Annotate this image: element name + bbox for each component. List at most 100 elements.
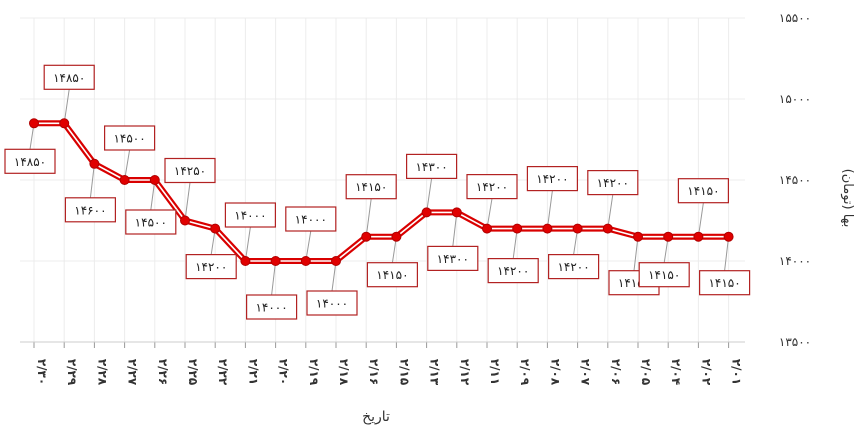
data-label: ۱۴۵۰۰ <box>113 132 145 146</box>
data-label-box <box>587 170 639 196</box>
x-tick-label: ۲/۲۸ <box>95 359 109 386</box>
data-point[interactable] <box>149 175 160 185</box>
data-point[interactable] <box>512 223 523 234</box>
data-point[interactable] <box>723 231 734 242</box>
leader-line <box>546 190 553 229</box>
data-label: ۱۴۰۰۰ <box>234 209 266 223</box>
y-tick-label: ۱۴۰۰۰ <box>779 254 811 268</box>
data-point[interactable] <box>391 231 402 242</box>
x-tick-label: ۲/۰۵ <box>639 359 653 385</box>
series-line-highlight <box>34 122 729 262</box>
data-label-box <box>406 153 458 179</box>
data-label-box <box>164 157 216 184</box>
data-label-box <box>677 178 730 204</box>
leader-line <box>607 194 614 229</box>
leader-line <box>512 228 518 259</box>
data-point[interactable] <box>210 223 221 234</box>
data-labels: ۱۴۸۵۰ ۱۴۸۵۰ ۱۴۶۰۰ ۱۴۵۰۰ ۱۴۵۰۰ ۱۴۲۵۰ ۱۴۲۰۰ ۱۴۰۰۰… <box>4 64 751 320</box>
data-point[interactable] <box>421 207 432 218</box>
data-label: ۱۴۳۰۰ <box>415 160 447 174</box>
data-label-box <box>547 254 600 280</box>
leader-line <box>184 182 191 221</box>
x-tick-label: ۲/۰۸ <box>548 359 562 386</box>
data-point[interactable] <box>119 175 130 185</box>
data-point[interactable] <box>240 256 251 266</box>
data-point[interactable] <box>572 223 583 234</box>
x-tick-label: ۲/۳۰ <box>35 359 49 385</box>
x-tick-label: ۲/۱۱ <box>488 359 502 385</box>
x-tick-label: ۲/۲۰ <box>277 359 291 385</box>
data-label: ۱۴۸۵۰ <box>53 71 85 85</box>
data-point[interactable] <box>270 256 281 266</box>
data-label: ۱۴۲۰۰ <box>195 260 227 274</box>
leader-line <box>365 198 372 237</box>
x-tick-label: ۲/۲۲ <box>216 359 230 386</box>
data-point[interactable] <box>180 215 190 226</box>
data-label: ۱۴۲۰۰ <box>497 264 529 278</box>
leader-line <box>724 236 730 271</box>
data-label: ۱۴۱۵۰ <box>648 268 680 282</box>
data-label-box <box>4 148 56 174</box>
x-tick-label: ۲/۰۹ <box>518 359 532 386</box>
data-label: ۱۴۶۰۰ <box>74 203 106 217</box>
leader-line <box>124 149 131 181</box>
data-label: ۱۴۰۰۰ <box>316 297 348 311</box>
leader-line <box>63 89 70 124</box>
x-tick-label: ۲/۱۹ <box>307 359 321 386</box>
data-label-box <box>698 270 751 296</box>
data-label: ۱۴۱۵۰ <box>687 184 719 198</box>
leader-line <box>426 178 433 213</box>
leader-line <box>89 163 95 198</box>
data-point[interactable] <box>482 223 492 234</box>
y-tick-label: ۱۳۵۰۰ <box>779 335 811 349</box>
x-tick-label: ۲/۱۲ <box>458 359 472 386</box>
data-point[interactable] <box>633 231 643 242</box>
data-label-box <box>64 197 117 223</box>
data-label-box <box>487 258 539 284</box>
data-point[interactable] <box>451 207 462 218</box>
data-label: ۱۴۸۵۰ <box>14 155 46 169</box>
leader-line <box>331 260 337 292</box>
x-tick-label: ۲/۱۳ <box>428 359 442 386</box>
price-series <box>34 120 729 264</box>
data-point[interactable] <box>29 118 39 129</box>
x-tick-label: ۲/۲۱ <box>246 359 260 385</box>
data-label: ۱۴۱۵۰ <box>708 276 740 290</box>
x-tick-label: ۲/۲۵ <box>186 359 200 385</box>
leader-line <box>271 260 277 296</box>
x-tick-label: ۲/۰۱ <box>730 359 744 385</box>
data-label: ۱۴۰۰۰ <box>295 213 327 227</box>
x-tick-label: ۲/۲۹ <box>65 359 79 386</box>
data-point[interactable] <box>663 231 674 242</box>
data-label-box <box>246 294 298 320</box>
data-point[interactable] <box>331 256 341 266</box>
leader-line <box>486 198 493 229</box>
leader-line <box>633 236 639 271</box>
leader-line <box>305 230 312 262</box>
data-label: ۱۴۲۰۰ <box>476 180 508 194</box>
data-label: ۱۴۳۰۰ <box>437 252 469 266</box>
data-label-box <box>125 209 177 235</box>
data-label-box <box>285 206 337 232</box>
data-point[interactable] <box>300 256 311 266</box>
x-tick-label: ۲/۰۷ <box>579 359 593 386</box>
data-label-box <box>306 290 358 316</box>
data-point[interactable] <box>542 223 553 234</box>
y-tick-label: ۱۵۰۰۰ <box>779 92 811 106</box>
y-axis-title: بها (تومان) <box>840 169 855 228</box>
data-label-box <box>185 254 237 280</box>
x-tick-label: ۲/۲۶ <box>156 359 170 385</box>
data-label: ۱۴۲۰۰ <box>557 260 589 274</box>
data-point[interactable] <box>361 231 372 242</box>
data-label-box <box>466 174 518 200</box>
data-point[interactable] <box>89 158 100 169</box>
data-point[interactable] <box>693 231 704 242</box>
y-axis: ۱۵۵۰۰ ۱۵۰۰۰ ۱۴۵۰۰ ۱۴۰۰۰ ۱۳۵۰۰ <box>779 11 811 349</box>
data-label-box <box>43 64 95 90</box>
x-tick-label: ۲/۰۶ <box>609 359 623 385</box>
data-point[interactable] <box>602 223 613 234</box>
data-point[interactable] <box>59 118 70 129</box>
x-tick-label: ۲/۱۸ <box>337 359 351 386</box>
leader-line <box>697 202 704 237</box>
